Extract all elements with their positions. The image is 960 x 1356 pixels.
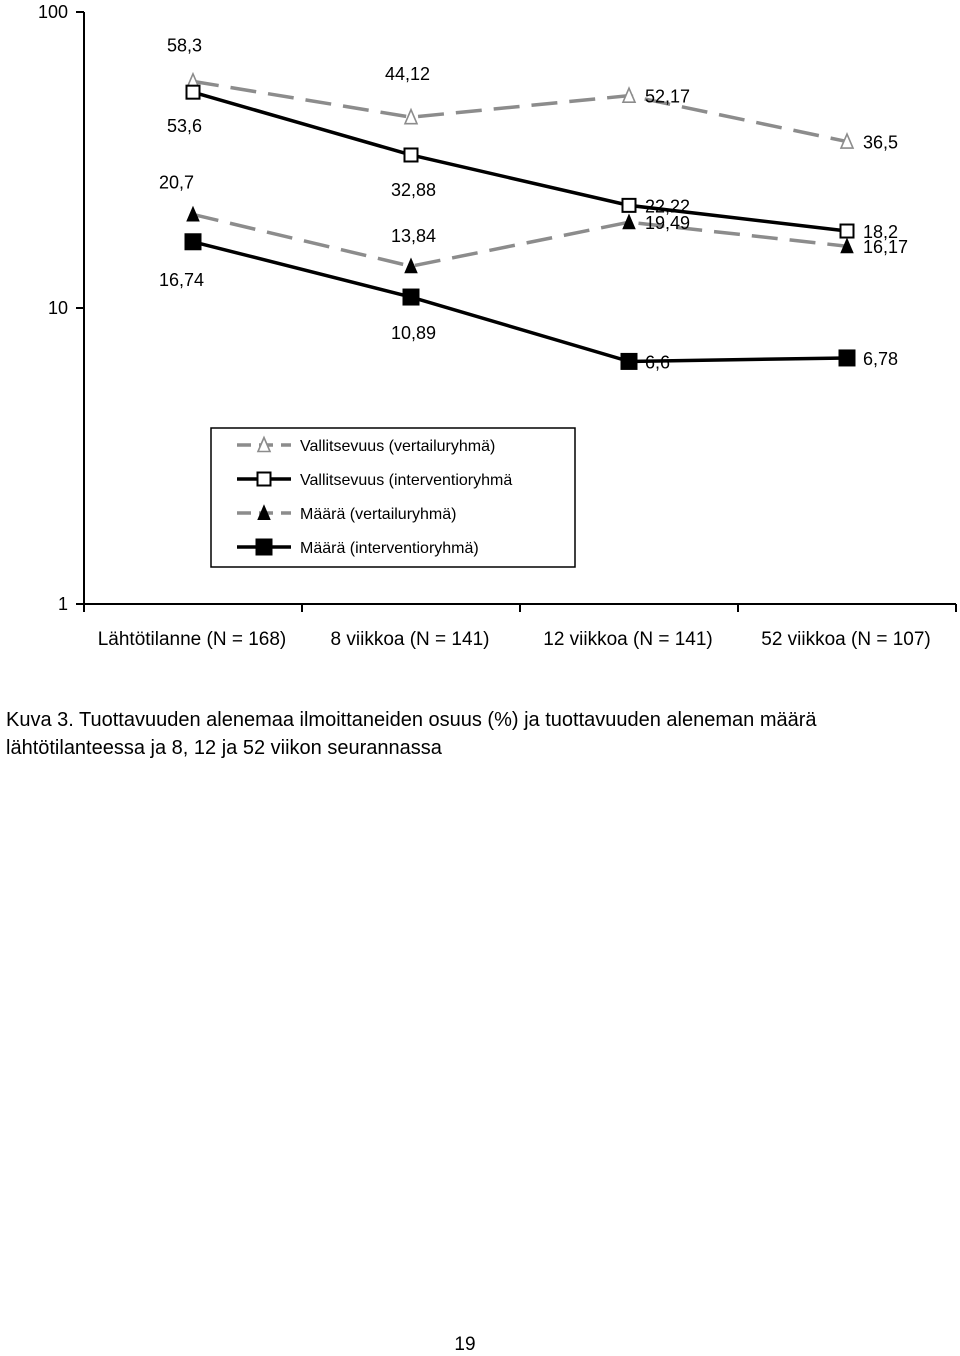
series-1-point-2 bbox=[621, 197, 637, 213]
data-label-s0-1: 44,12 bbox=[385, 64, 430, 84]
data-label-s2-1: 13,84 bbox=[391, 226, 436, 246]
y-tick-label-2: 100 bbox=[38, 2, 68, 22]
x-tick-label-2: 12 viikkoa (N = 141) bbox=[543, 629, 713, 650]
series-2-point-1 bbox=[404, 257, 418, 274]
series-2-point-2 bbox=[622, 213, 636, 230]
chart-series bbox=[184, 71, 856, 370]
x-tick-label-0: Lähtötilanne (N = 168) bbox=[97, 629, 287, 650]
data-label-s3-0: 16,74 bbox=[159, 270, 204, 290]
series-line-2 bbox=[192, 212, 848, 269]
x-tick-label-3: 52 viikkoa (N = 107) bbox=[761, 629, 931, 650]
series-line-3 bbox=[192, 240, 848, 364]
legend-marker-0 bbox=[256, 435, 272, 453]
chart-data-labels: 58,3 44,12 52,17 36,5 53,6 32,88 22,22 18,2 20,7… bbox=[159, 35, 908, 372]
figure-caption: Kuva 3. Tuottavuuden alenemaa ilmoittane… bbox=[6, 709, 817, 759]
series-3-point-2 bbox=[620, 352, 638, 370]
legend-marker-1 bbox=[256, 471, 272, 487]
legend-label-0: Vallitsevuus (vertailuryhmä) bbox=[300, 438, 495, 455]
series-1-point-3 bbox=[839, 223, 855, 239]
legend-label-3: Määrä (interventioryhmä) bbox=[300, 540, 479, 557]
series-0-point-1 bbox=[403, 107, 419, 125]
legend-marker-2 bbox=[257, 504, 271, 520]
series-line-0 bbox=[192, 79, 848, 144]
data-label-s0-2: 52,17 bbox=[645, 87, 690, 107]
data-label-s2-0: 20,7 bbox=[159, 172, 194, 192]
series-line-1 bbox=[192, 90, 848, 233]
data-label-s3-3: 6,78 bbox=[863, 349, 898, 369]
data-label-s0-3: 36,5 bbox=[863, 133, 898, 153]
data-label-s3-1: 10,89 bbox=[391, 323, 436, 343]
series-0-point-2 bbox=[621, 86, 637, 103]
data-label-s1-3: 18,2 bbox=[863, 222, 898, 242]
y-tick-label-0: 1 bbox=[58, 594, 68, 614]
series-2-point-0 bbox=[186, 205, 200, 222]
legend-label-1: Vallitsevuus (interventioryhmä bbox=[300, 472, 512, 489]
series-3-point-0 bbox=[184, 233, 202, 251]
chart-axes: 1 10 100 bbox=[38, 2, 957, 614]
y-tick-label-1: 10 bbox=[48, 298, 68, 318]
x-tick-label-1: 8 viikkoa (N = 141) bbox=[330, 629, 490, 650]
data-label-s1-2: 22,22 bbox=[645, 196, 690, 216]
chart-legend: Vallitsevuus (vertailuryhmä) Vallitsevuus… bbox=[210, 427, 576, 568]
data-label-s2-3: 16,17 bbox=[863, 237, 908, 257]
data-label-s0-0: 58,3 bbox=[167, 35, 202, 55]
legend-label-2: Määrä (vertailuryhmä) bbox=[300, 506, 456, 523]
series-1-point-0 bbox=[185, 84, 201, 100]
data-label-s1-0: 53,6 bbox=[167, 116, 202, 136]
series-3-point-3 bbox=[838, 349, 856, 367]
series-2-point-3 bbox=[840, 237, 854, 254]
series-3-point-1 bbox=[402, 288, 420, 306]
page-number: 19 bbox=[454, 1334, 476, 1355]
legend-marker-3 bbox=[255, 538, 273, 556]
series-0-point-3 bbox=[839, 132, 855, 149]
data-label-s2-2: 19,49 bbox=[645, 213, 690, 233]
data-label-s3-2: 6,6 bbox=[645, 352, 670, 372]
series-1-point-1 bbox=[403, 147, 419, 163]
data-label-s1-1: 32,88 bbox=[391, 180, 436, 200]
